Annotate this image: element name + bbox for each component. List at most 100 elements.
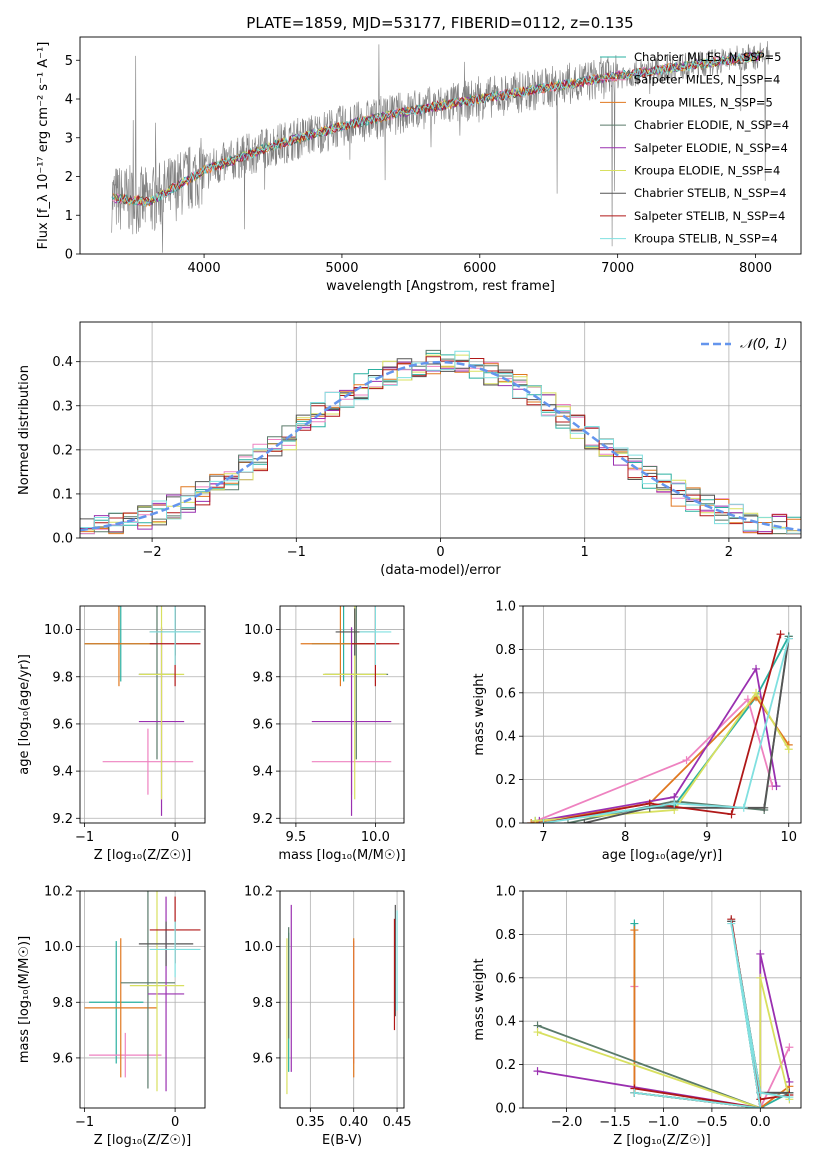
x-tick-label: 0 — [171, 830, 179, 845]
y-tick-label: 0 — [65, 248, 73, 263]
y-tick-label: 2 — [65, 170, 73, 185]
y-tick-label: 0.3 — [52, 399, 73, 414]
x-tick-label: −1.0 — [648, 1115, 680, 1130]
x-axis-label: (data-model)/error — [380, 563, 501, 578]
x-tick-label: 0.40 — [339, 1115, 368, 1130]
x-tick-label: −0.5 — [696, 1115, 728, 1130]
y-tick-label: 0.4 — [52, 355, 73, 370]
panel-age_vs_Z: −1 0 9.2 9.4 9.6 9.8 10.0 Z [log₁₀(Z/Z☉)] age [l… — [17, 605, 206, 863]
series-line — [535, 691, 790, 822]
y-axis-label: mass weight — [472, 958, 487, 1040]
point-marker — [739, 803, 748, 812]
x-axis-label: wavelength [Angstrom, rest frame] — [326, 279, 555, 294]
model-spectrum — [116, 52, 763, 206]
y-tick-label: 10.2 — [244, 885, 273, 900]
normal-curve — [80, 360, 801, 532]
y-axis-label: mass weight — [472, 673, 487, 755]
point-marker — [580, 819, 589, 823]
y-tick-label: 9.6 — [252, 717, 273, 732]
series-line — [535, 635, 790, 822]
point-marker — [527, 819, 536, 823]
histogram-step — [80, 350, 801, 534]
histogram-step — [80, 358, 801, 535]
x-axis-label: Z [log₁₀(Z/Z☉)] — [94, 848, 191, 863]
histogram-step — [80, 356, 801, 535]
panel-mass_weight_vs_Z: −2.0 −1.5 −1.0 −0.5 0.0 0.0 0.2 0.4 0.6 0.8 1.0 Z [… — [472, 885, 802, 1148]
panel-mass_vs_Z: −1 0 9.6 9.8 10.0 10.2 Z [log₁₀(Z/Z☉)] mass [lo… — [17, 885, 206, 1148]
plot-area — [280, 606, 404, 823]
point-marker — [785, 1043, 794, 1052]
y-tick-label: 0.2 — [52, 443, 73, 458]
x-tick-label: −2.0 — [551, 1115, 583, 1130]
y-tick-label: 9.2 — [252, 812, 273, 827]
x-axis-label: E(B-V) — [322, 1133, 362, 1148]
x-axis-label: mass [log₁₀(M/M☉)] — [278, 848, 405, 863]
point-marker — [630, 926, 639, 935]
series-line — [537, 977, 791, 1108]
x-tick-label: 8 — [621, 830, 629, 845]
y-axis-label: Normed distribution — [17, 365, 32, 495]
y-tick-label: 1.0 — [495, 885, 516, 900]
point-marker — [756, 1088, 765, 1097]
legend-label: Kroupa ELODIE, N_SSP=4 — [634, 164, 780, 178]
y-tick-label: 9.6 — [252, 1051, 273, 1066]
legend-label: Salpeter STELIB, N_SSP=4 — [634, 209, 785, 223]
legend-label: Salpeter ELODIE, N_SSP=4 — [634, 141, 788, 155]
plot-area — [523, 891, 801, 1108]
point-marker — [531, 816, 540, 823]
y-tick-label: 9.4 — [252, 765, 273, 780]
x-tick-label: 8000 — [739, 261, 772, 276]
y-tick-label: 9.6 — [52, 1051, 73, 1066]
y-tick-label: 10.0 — [44, 623, 73, 638]
point-marker — [752, 664, 761, 673]
point-marker — [727, 810, 736, 819]
y-tick-label: 3 — [65, 131, 73, 146]
x-tick-label: −1 — [75, 1115, 94, 1130]
y-axis-label: Flux [f_λ 10⁻¹⁷ erg cm⁻² s⁻¹ A⁻¹] — [36, 42, 51, 250]
axes-frame — [522, 605, 802, 824]
point-marker — [784, 634, 793, 643]
x-tick-label: −1 — [75, 830, 94, 845]
y-tick-label: 0.6 — [495, 971, 516, 986]
x-tick-label: 5000 — [325, 261, 358, 276]
legend-label: Kroupa STELIB, N_SSP=4 — [634, 232, 778, 246]
y-tick-label: 10.0 — [44, 940, 73, 955]
y-tick-label: 0.0 — [52, 532, 73, 547]
y-tick-label: 0.6 — [495, 686, 516, 701]
axes-frame — [79, 36, 802, 255]
x-tick-label: 6000 — [463, 261, 496, 276]
point-marker — [756, 973, 765, 982]
x-axis-label: Z [log₁₀(Z/Z☉)] — [94, 1133, 191, 1148]
x-axis-label: Z [log₁₀(Z/Z☉)] — [613, 1133, 710, 1148]
panel-residual_histogram: −2 −1 0 1 2 0.0 0.1 0.2 0.3 0.4 (data-model)/error… — [17, 321, 802, 578]
x-tick-label: −1 — [287, 545, 306, 560]
plot-area — [111, 41, 770, 253]
y-tick-label: 9.8 — [252, 670, 273, 685]
point-marker — [785, 1093, 794, 1102]
y-tick-label: 10.2 — [44, 885, 73, 900]
point-marker — [630, 1088, 639, 1097]
legend-label: Salpeter MILES, N_SSP=4 — [634, 73, 780, 87]
y-tick-label: 1.0 — [495, 600, 516, 615]
x-tick-label: 7000 — [601, 261, 634, 276]
x-tick-label: 0.35 — [296, 1115, 325, 1130]
plot-area — [280, 891, 404, 1108]
axes-frame — [522, 890, 802, 1109]
point-marker — [533, 1028, 542, 1037]
legend-label: Kroupa MILES, N_SSP=5 — [634, 95, 773, 109]
x-axis-label: age [log₁₀(age/yr)] — [602, 848, 723, 863]
x-tick-label: −1.5 — [599, 1115, 631, 1130]
y-tick-label: 9.8 — [52, 996, 73, 1011]
y-tick-label: 9.8 — [52, 670, 73, 685]
series-line — [539, 666, 778, 822]
point-marker — [727, 919, 736, 928]
point-marker — [785, 1077, 794, 1086]
model-spectrum — [115, 50, 762, 206]
x-tick-label: 0.45 — [383, 1115, 412, 1130]
point-marker — [645, 799, 654, 808]
plot-area — [523, 606, 801, 823]
axes-frame — [79, 605, 206, 824]
point-marker — [563, 819, 572, 823]
axes-frame — [279, 605, 405, 824]
